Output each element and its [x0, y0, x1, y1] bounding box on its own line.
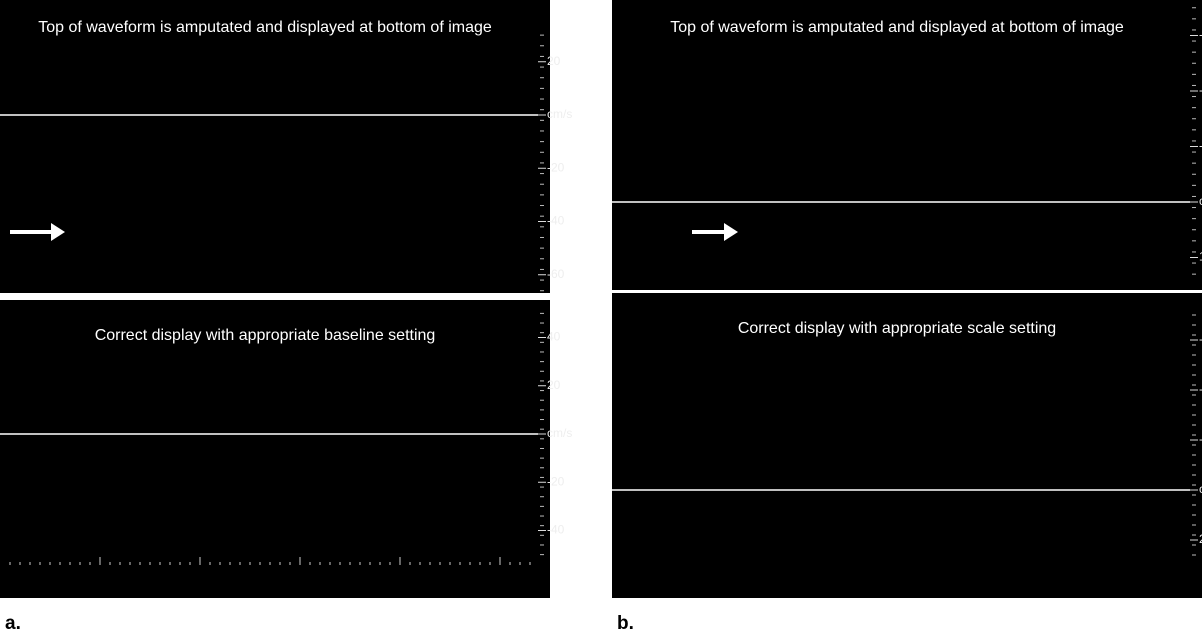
panel-label: a. [5, 613, 21, 634]
aliased-peak [403, 215, 429, 272]
scale-label: 20 [547, 54, 561, 68]
scale-label: -20 [1199, 432, 1202, 446]
arrow-head [51, 223, 65, 241]
aliased-peak [836, 205, 862, 270]
aliased-peak [736, 205, 762, 270]
aliased-peak [483, 215, 509, 272]
scale-label: cm/s [1199, 194, 1202, 208]
ultrasound-image: Top of waveform is amputated and display… [0, 0, 572, 293]
aliased-peak [1126, 205, 1152, 270]
scale-label: 10 [1199, 250, 1202, 264]
waveform [0, 62, 528, 148]
scale-label: -40 [547, 523, 565, 537]
scale-label: cm/s [547, 426, 572, 440]
image-caption: Top of waveform is amputated and display… [38, 19, 492, 36]
scale-label: 40 [547, 330, 561, 344]
scale-label: -20 [547, 160, 565, 174]
aliased-peak [238, 215, 264, 272]
ultrasound-image: Correct display with appropriate scale s… [612, 293, 1202, 598]
waveform [612, 48, 1180, 202]
scale-label: cm/s [547, 107, 572, 121]
image-caption: Correct display with appropriate scale s… [738, 320, 1056, 337]
scale-label: 20 [1199, 532, 1202, 546]
scale-label: cm/s [1199, 482, 1202, 496]
scale-label: -60 [547, 267, 565, 281]
image-caption: Correct display with appropriate baselin… [95, 327, 436, 344]
aliased-peak [1036, 205, 1062, 270]
scale-label: -20 [547, 474, 565, 488]
aliased-peak [323, 215, 349, 272]
aliased-peak [153, 215, 179, 272]
panel-label: b. [617, 613, 634, 634]
scale-label: -60 [1199, 332, 1202, 346]
aliased-peak [926, 205, 952, 270]
scale-label: -30 [1199, 28, 1202, 42]
ultrasound-image: Correct display with appropriate baselin… [0, 300, 572, 598]
ultrasound-image: Top of waveform is amputated and display… [612, 0, 1202, 290]
waveform [612, 368, 1180, 515]
aliased-peak [68, 215, 94, 272]
scale-label: -10 [1199, 139, 1202, 153]
scale-label: -40 [547, 214, 565, 228]
arrow-head [724, 223, 738, 241]
scale-label: 20 [547, 378, 561, 392]
scale-label: -40 [1199, 382, 1202, 396]
scale-label: -20 [1199, 83, 1202, 97]
image-caption: Top of waveform is amputated and display… [670, 19, 1124, 36]
